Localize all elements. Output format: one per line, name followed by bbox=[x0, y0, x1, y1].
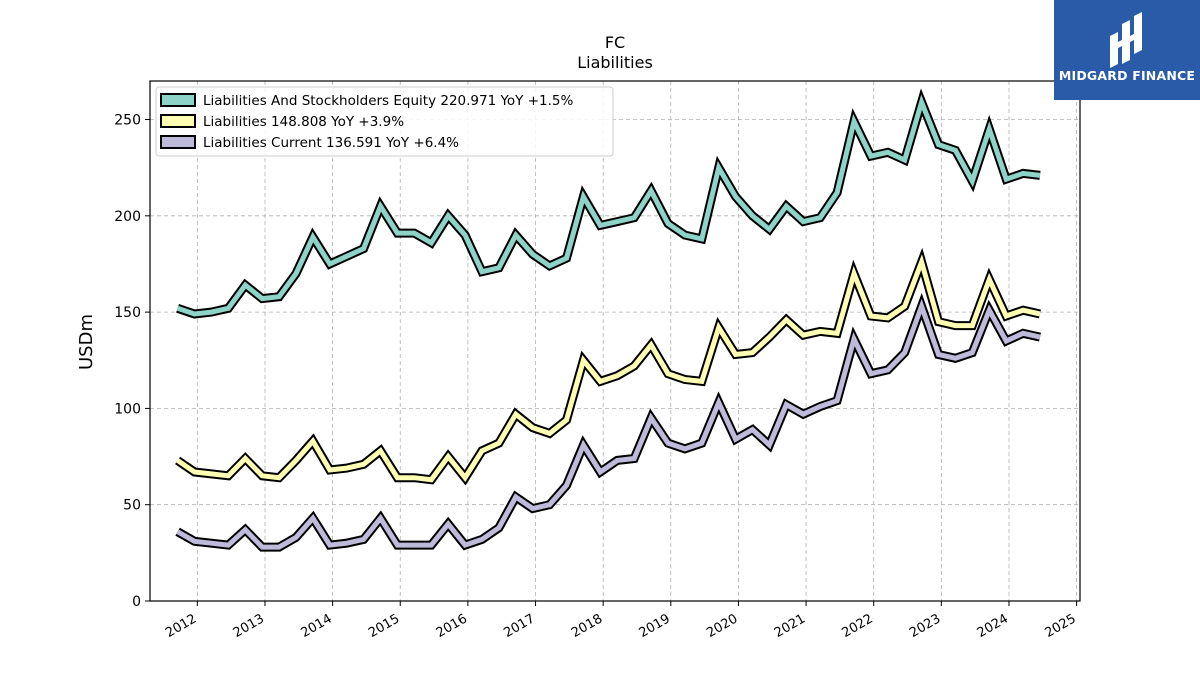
legend-entry: Liabilities And Stockholders Equity 220.… bbox=[203, 93, 573, 109]
chart-title: FC bbox=[605, 33, 625, 52]
chart-subtitle: Liabilities bbox=[577, 53, 653, 72]
y-axis: 0 50 100 150 200 250 bbox=[114, 113, 150, 610]
y-tick-label: 200 bbox=[114, 209, 141, 225]
series-line-1 bbox=[176, 94, 1041, 317]
legend-swatch bbox=[160, 135, 196, 149]
x-tick-label: 2019 bbox=[637, 611, 673, 641]
x-tick-label: 2013 bbox=[231, 611, 267, 641]
x-tick-label: 2016 bbox=[434, 611, 470, 641]
legend-swatch bbox=[160, 93, 196, 107]
x-tick-label: 2020 bbox=[704, 611, 740, 641]
y-tick-label: 50 bbox=[123, 498, 141, 514]
series-line-2 bbox=[176, 254, 1041, 483]
x-axis: 2012 2013 2014 2015 2016 2017 2018 2019 2020 2021… bbox=[163, 601, 1079, 641]
x-tick-label: 2017 bbox=[501, 611, 537, 641]
y-tick-label: 0 bbox=[132, 594, 141, 610]
series-layer bbox=[175, 88, 1041, 552]
brand-logo: MIDGARD FINANCE bbox=[1054, 0, 1200, 100]
legend: Liabilities And Stockholders Equity 220.… bbox=[155, 86, 614, 157]
legend-entry: Liabilities 148.808 YoY +3.9% bbox=[203, 114, 404, 130]
series-line-3 bbox=[176, 298, 1041, 550]
y-axis-label: USDm bbox=[76, 314, 97, 370]
logo-text: MIDGARD FINANCE bbox=[1058, 68, 1196, 83]
legend-entry: Liabilities Current 136.591 YoY +6.4% bbox=[203, 135, 459, 151]
y-tick-label: 250 bbox=[114, 113, 141, 129]
x-tick-label: 2012 bbox=[163, 611, 199, 641]
x-tick-label: 2014 bbox=[298, 611, 334, 641]
x-tick-label: 2023 bbox=[907, 611, 943, 641]
y-tick-label: 150 bbox=[114, 305, 141, 321]
x-tick-label: 2018 bbox=[569, 611, 605, 641]
midgard-logo-icon bbox=[1110, 12, 1142, 68]
y-tick-label: 100 bbox=[114, 401, 141, 417]
legend-box bbox=[155, 86, 614, 157]
x-tick-label: 2024 bbox=[975, 611, 1011, 641]
legend-swatch bbox=[160, 114, 196, 128]
grid bbox=[150, 81, 1080, 602]
x-tick-label: 2025 bbox=[1042, 611, 1078, 641]
x-tick-label: 2021 bbox=[772, 611, 808, 641]
x-tick-label: 2022 bbox=[840, 611, 876, 641]
plot-frame bbox=[149, 80, 1081, 602]
x-tick-label: 2015 bbox=[366, 611, 402, 641]
